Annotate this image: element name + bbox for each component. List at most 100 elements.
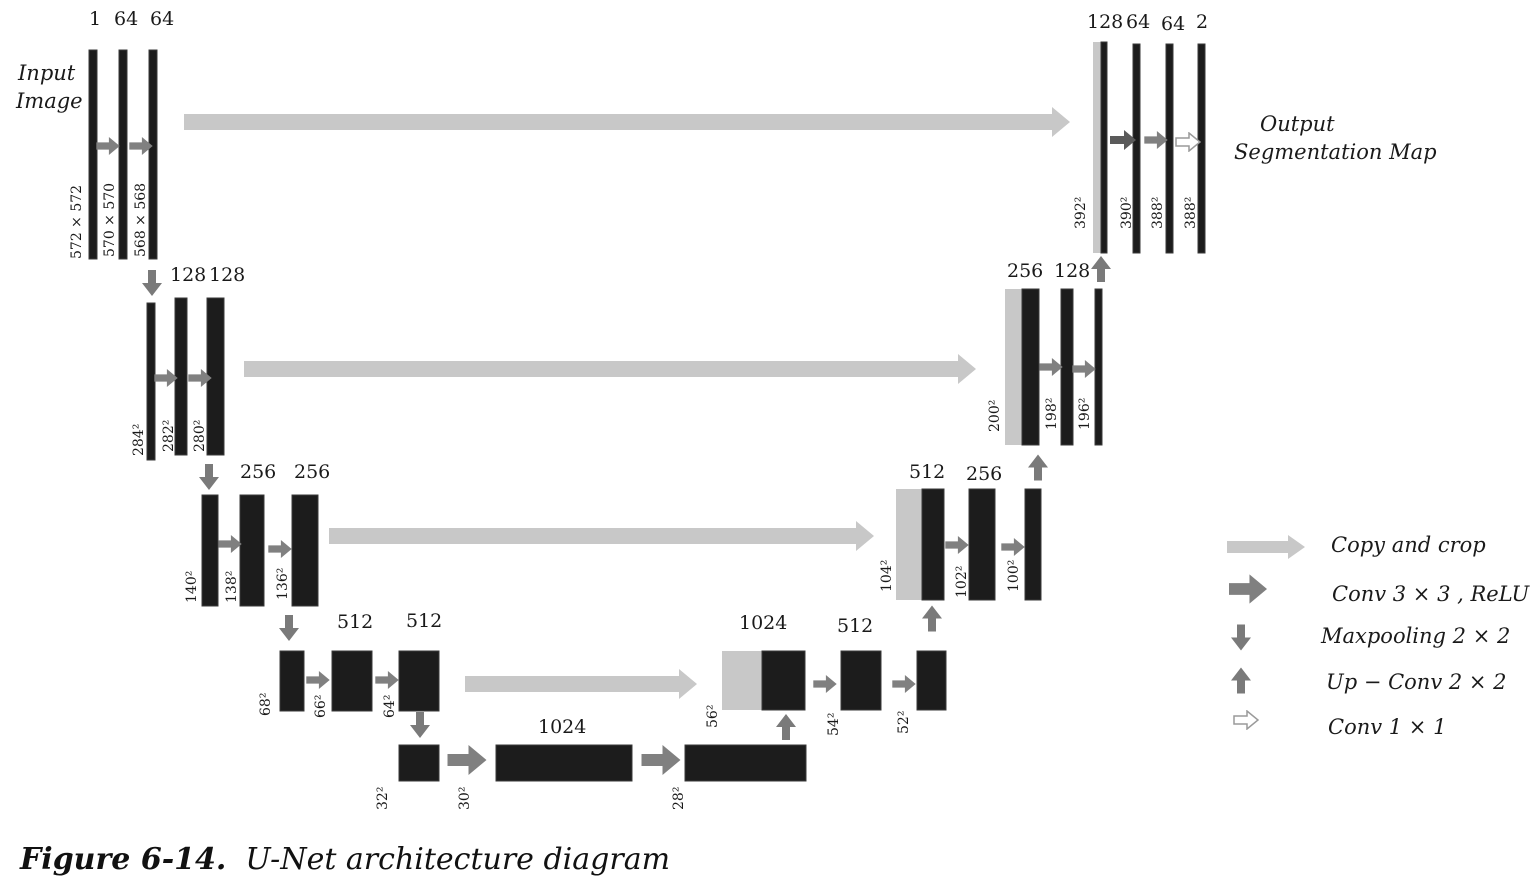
- feature-map: [1094, 288, 1103, 446]
- spatial-dim: 56²: [705, 705, 721, 728]
- cropped-copy-map: [722, 651, 762, 710]
- spatial-dim: 140²: [184, 571, 200, 603]
- conv-arrow-icon: [218, 535, 242, 553]
- channel-count: 512: [337, 611, 373, 633]
- encoder-level-2: 128 128 284² 282² 280²: [131, 264, 245, 490]
- spatial-dim: 136²: [275, 568, 291, 600]
- spatial-dim: 388²: [1150, 197, 1166, 229]
- legend-label: Maxpooling 2 × 2: [1320, 624, 1510, 648]
- spatial-dim: 138²: [224, 571, 240, 603]
- conv-arrow-icon: [641, 745, 681, 775]
- spatial-dim: 102²: [954, 566, 970, 598]
- spatial-dim: 54²: [826, 713, 842, 736]
- spatial-dim: 66²: [313, 695, 329, 718]
- conv-arrow-icon: [945, 536, 969, 554]
- encoder-level-1: 1 64 64 572 × 572 570 × 570 568 × 568: [69, 8, 174, 296]
- spatial-dim: 198²: [1044, 398, 1060, 430]
- channel-count: 128: [1087, 11, 1123, 33]
- channel-count: 64: [150, 8, 174, 30]
- feature-map: [684, 744, 807, 782]
- conv-arrow-icon: [268, 540, 292, 558]
- copy-crop-arrow-icon: [465, 669, 697, 699]
- feature-map: [1021, 288, 1040, 446]
- conv-arrow-icon: [154, 369, 178, 387]
- conv1x1-arrow-icon: [1175, 132, 1201, 152]
- spatial-dim: 100²: [1006, 560, 1022, 592]
- spatial-dim: 196²: [1077, 398, 1093, 430]
- channel-count: 2: [1196, 11, 1208, 33]
- channel-count: 64: [1161, 13, 1185, 35]
- spatial-dim: 52²: [896, 711, 912, 734]
- spatial-dim: 28²: [671, 787, 687, 810]
- channel-count: 1: [89, 8, 101, 30]
- feature-map: [1197, 43, 1206, 254]
- feature-map: [916, 650, 947, 711]
- figure-caption: Figure 6-14. U-Net architecture diagram: [20, 842, 670, 877]
- spatial-dim: 68²: [258, 693, 274, 716]
- feature-map: [291, 494, 319, 607]
- channel-count: 128: [1054, 260, 1090, 282]
- channel-count: 1024: [739, 612, 787, 634]
- conv-arrow-icon: [1001, 538, 1025, 556]
- svg-text:Image: Image: [15, 89, 83, 113]
- channel-count: 512: [837, 615, 873, 637]
- legend-label: Conv 3 × 3 , ReLU: [1332, 582, 1531, 606]
- spatial-dim: 572 × 572: [69, 185, 85, 259]
- feature-map: [1100, 41, 1108, 254]
- feature-map: [88, 49, 98, 260]
- spatial-dim: 282²: [161, 420, 177, 452]
- decoder-level-4: 1024 512 56² 54² 52²: [705, 605, 947, 736]
- svg-text:Input: Input: [17, 61, 76, 85]
- decoder-level-1: 128 64 64 2 392² 390² 388² 388²: [1073, 11, 1208, 254]
- channel-count: 1024: [538, 716, 586, 738]
- cropped-copy-map: [1093, 42, 1101, 253]
- feature-map: [921, 488, 945, 601]
- bottleneck-level: 1024 32² 30² 28²: [375, 714, 807, 810]
- feature-map: [239, 494, 265, 607]
- figure-title: U-Net architecture diagram: [245, 842, 671, 877]
- legend-label: Conv 1 × 1: [1328, 715, 1446, 739]
- channel-count: 256: [966, 463, 1002, 485]
- feature-map: [201, 494, 219, 607]
- channel-count: 64: [114, 8, 138, 30]
- feature-map: [118, 49, 128, 260]
- feature-map: [148, 49, 158, 260]
- upconv-arrow-icon: [1231, 667, 1251, 694]
- encoder-level-3: 256 256 140² 138² 136²: [184, 461, 330, 641]
- feature-map: [1132, 43, 1141, 254]
- channel-count: 64: [1126, 11, 1150, 33]
- legend-label: Copy and crop: [1331, 533, 1486, 557]
- feature-map: [331, 650, 373, 712]
- spatial-dim: 200²: [987, 400, 1003, 432]
- upconv-arrow-icon: [776, 714, 796, 740]
- maxpool-arrow-icon: [410, 712, 430, 738]
- spatial-dim: 390²: [1119, 197, 1135, 229]
- cropped-copy-map: [1005, 289, 1022, 445]
- copy-crop-arrow-icon: [329, 521, 874, 551]
- upconv-arrow-icon: [922, 605, 942, 632]
- spatial-dim: 104²: [879, 560, 895, 592]
- svg-text:Output: Output: [1260, 112, 1335, 136]
- upconv-arrow-icon: [1028, 454, 1048, 481]
- conv1x1-arrow-icon: [1233, 710, 1259, 730]
- conv-arrow-icon: [1229, 574, 1267, 604]
- conv-arrow-icon: [96, 137, 120, 155]
- encoder-level-4: 512 512 68² 66² 64²: [258, 610, 442, 738]
- conv-arrow-icon: [447, 745, 487, 775]
- legend-label: Up − Conv 2 × 2: [1326, 670, 1507, 694]
- copy-crop-arrow-icon: [244, 354, 976, 384]
- channel-count: 512: [406, 610, 442, 632]
- spatial-dim: 32²: [375, 787, 391, 810]
- spatial-dim: 284²: [131, 424, 147, 456]
- spatial-dim: 388²: [1183, 197, 1199, 229]
- copy-crop-arrow-icon: [1227, 535, 1305, 559]
- feature-map: [840, 650, 882, 711]
- feature-map: [146, 302, 156, 461]
- spatial-dim: 64²: [382, 695, 398, 718]
- decoder-level-3: 512 256 104² 102² 100²: [879, 454, 1048, 601]
- channel-count: 128: [170, 264, 206, 286]
- conv-arrow-icon: [813, 675, 837, 693]
- feature-map: [495, 744, 633, 782]
- spatial-dim: 570 × 570: [102, 183, 118, 257]
